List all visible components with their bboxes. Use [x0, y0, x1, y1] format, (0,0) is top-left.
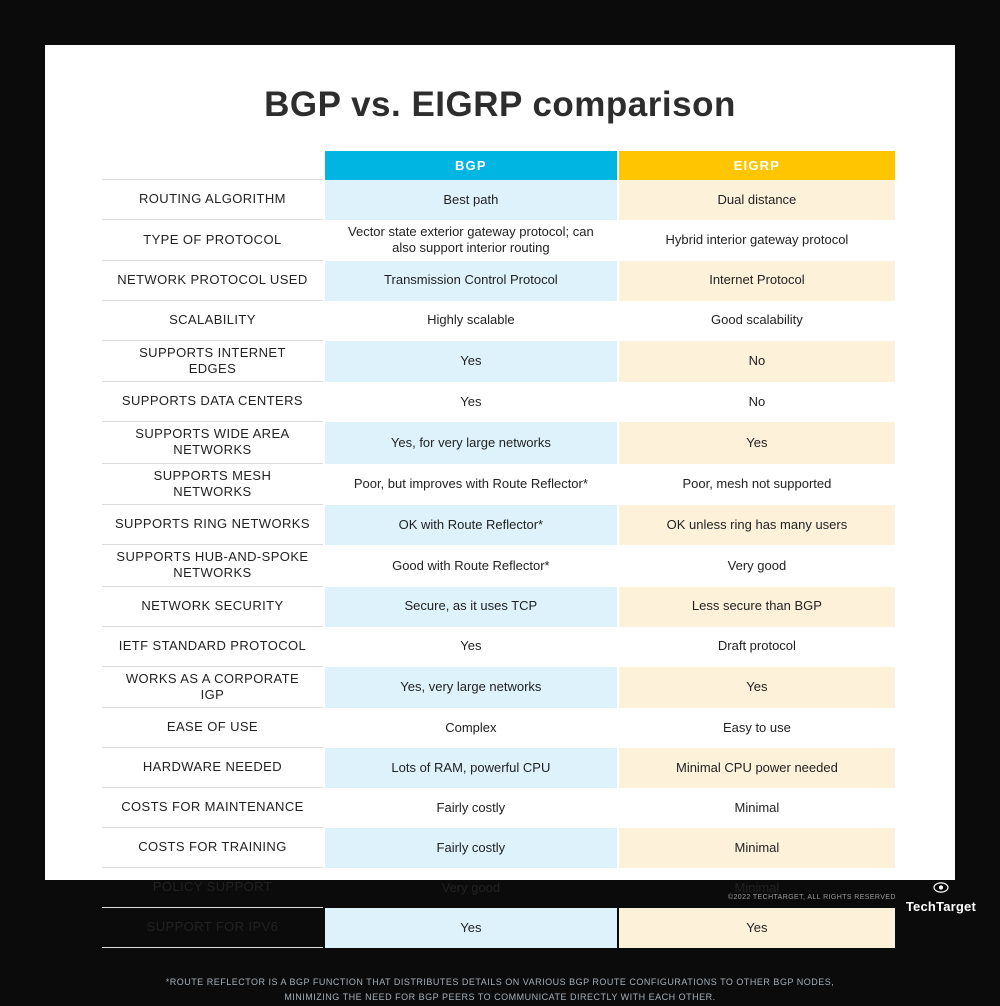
table-row: NETWORK PROTOCOL USED Transmission Contr… [102, 260, 895, 301]
eigrp-cell: Good scalability [711, 312, 803, 328]
copyright-text: ©2022 TECHTARGET, ALL RIGHTS RESERVED [727, 893, 896, 901]
eigrp-cell: Internet Protocol [618, 260, 895, 301]
bgp-cell: Fairly costly [324, 828, 617, 868]
row-label: IETF STANDARD PROTOCOL [102, 627, 323, 667]
techtarget-eye-icon [933, 880, 949, 898]
row-label: NETWORK PROTOCOL USED [102, 261, 323, 301]
row-label: NETWORK SECURITY [102, 587, 323, 627]
comparison-rows: ROUTING ALGORITHM Best path Dual distanc… [102, 180, 895, 948]
row-label: SUPPORTS DATA CENTERS [102, 382, 323, 422]
bgp-cell: Yes [460, 393, 482, 409]
row-label: SUPPORTS RING NETWORKS [102, 505, 323, 545]
eigrp-cell: Minimal [734, 879, 780, 895]
eigrp-cell: Poor, mesh not supported [682, 476, 832, 492]
eigrp-cell: Easy to use [722, 719, 791, 735]
footnote-line-1: *ROUTE REFLECTOR IS A BGP FUNCTION THAT … [165, 977, 835, 987]
table-row: WORKS AS A CORPORATE IGP Yes, very large… [102, 666, 895, 708]
bgp-cell: Secure, as it uses TCP [324, 586, 617, 627]
infographic-card: BGP vs. EIGRP comparison BGP EIGRP ROUTI… [45, 45, 955, 1002]
table-row: SUPPORTS INTERNET EDGES Yes No [102, 340, 895, 382]
table-row: NETWORK SECURITY Secure, as it uses TCP … [102, 586, 895, 627]
row-label: EASE OF USE [102, 708, 323, 748]
comparison-table-wrap: BGP EIGRP ROUTING ALGORITHM Best path Du… [100, 151, 897, 948]
table-row: IETF STANDARD PROTOCOL Yes Draft protoco… [102, 627, 895, 667]
row-label: SUPPORTS HUB-AND-SPOKE NETWORKS [102, 545, 323, 587]
eigrp-cell: Minimal CPU power needed [618, 748, 895, 788]
bgp-cell: Vector state exterior gateway protocol; … [348, 224, 594, 256]
eigrp-cell: Less secure than BGP [618, 586, 895, 627]
row-label: TYPE OF PROTOCOL [102, 220, 323, 261]
bgp-column-header: BGP [324, 151, 617, 180]
footer: ©2022 TECHTARGET, ALL RIGHTS RESERVED Te… [728, 880, 976, 914]
table-row: SUPPORTS HUB-AND-SPOKE NETWORKS Good wit… [102, 545, 895, 587]
row-label: SUPPORTS WIDE AREA NETWORKS [102, 422, 323, 464]
bgp-cell: Lots of RAM, powerful CPU [324, 748, 617, 788]
row-label: POLICY SUPPORT [102, 868, 323, 908]
bgp-cell: Transmission Control Protocol [324, 260, 617, 301]
bgp-cell: Yes, very large networks [324, 666, 617, 708]
bgp-cell: Poor, but improves with Route Reflector* [353, 476, 588, 492]
bgp-cell: Yes [324, 340, 617, 382]
table-row: TYPE OF PROTOCOL Vector state exterior g… [102, 220, 895, 261]
eigrp-cell: Yes [618, 422, 895, 464]
bgp-cell: Complex [445, 719, 497, 735]
eigrp-cell: Hybrid interior gateway protocol [665, 232, 849, 248]
brand-logo: TechTarget [906, 880, 976, 914]
bgp-cell: Highly scalable [427, 312, 515, 328]
eigrp-cell: No [618, 340, 895, 382]
bgp-cell: OK with Route Reflector* [324, 505, 617, 545]
brand-wordmark: TechTarget [905, 899, 976, 914]
eigrp-cell: Minimal [618, 828, 895, 868]
row-label: COSTS FOR TRAINING [102, 828, 323, 868]
page-title: BGP vs. EIGRP comparison [264, 85, 736, 124]
footnote: *ROUTE REFLECTOR IS A BGP FUNCTION THAT … [45, 975, 955, 1006]
bgp-cell: Yes [460, 638, 482, 654]
comparison-table: BGP EIGRP ROUTING ALGORITHM Best path Du… [100, 151, 897, 948]
header-row: BGP EIGRP [102, 151, 895, 180]
table-row: SUPPORTS RING NETWORKS OK with Route Ref… [102, 505, 895, 545]
table-row: SCALABILITY Highly scalable Good scalabi… [102, 301, 895, 341]
table-row: SUPPORTS DATA CENTERS Yes No [102, 382, 895, 422]
table-row: EASE OF USE Complex Easy to use [102, 708, 895, 748]
eigrp-cell: Very good [727, 557, 787, 573]
eigrp-column-header: EIGRP [618, 151, 895, 180]
row-label: COSTS FOR MAINTENANCE [102, 788, 323, 828]
eigrp-cell: Minimal [734, 799, 780, 815]
label-column-header [102, 151, 323, 180]
table-row: SUPPORTS MESH NETWORKS Poor, but improve… [102, 464, 895, 505]
row-label: WORKS AS A CORPORATE IGP [102, 667, 323, 708]
row-label: SUPPORTS INTERNET EDGES [102, 341, 323, 382]
eigrp-cell: OK unless ring has many users [618, 505, 895, 545]
eigrp-cell: Draft protocol [717, 638, 796, 654]
table-row: COSTS FOR TRAINING Fairly costly Minimal [102, 828, 895, 868]
table-row: POLICY SUPPORT Very good Minimal [102, 868, 895, 908]
footnote-line-2: MINIMIZING THE NEED FOR BGP PEERS TO COM… [284, 992, 716, 1003]
eigrp-cell: No [748, 393, 766, 409]
table-row: HARDWARE NEEDED Lots of RAM, powerful CP… [102, 748, 895, 788]
bgp-cell: Good with Route Reflector* [392, 557, 550, 573]
row-label: SUPPORTS MESH NETWORKS [102, 464, 323, 505]
table-row: SUPPORTS WIDE AREA NETWORKS Yes, for ver… [102, 422, 895, 464]
bgp-cell: Yes [324, 908, 617, 948]
eigrp-cell: Yes [618, 666, 895, 708]
table-row: COSTS FOR MAINTENANCE Fairly costly Mini… [102, 788, 895, 828]
bgp-cell: Best path [324, 180, 617, 220]
row-label: SUPPORT FOR IPV6 [102, 908, 323, 948]
eigrp-cell: Dual distance [618, 180, 895, 220]
table-row: SUPPORT FOR IPV6 Yes Yes [102, 908, 895, 948]
bgp-cell: Fairly costly [436, 799, 506, 815]
bgp-cell: Yes, for very large networks [324, 422, 617, 464]
row-label: SCALABILITY [102, 301, 323, 341]
row-label: ROUTING ALGORITHM [102, 180, 323, 220]
eigrp-cell: Yes [618, 908, 895, 948]
bgp-cell: Very good [441, 879, 501, 895]
row-label: HARDWARE NEEDED [102, 748, 323, 788]
table-row: ROUTING ALGORITHM Best path Dual distanc… [102, 180, 895, 220]
